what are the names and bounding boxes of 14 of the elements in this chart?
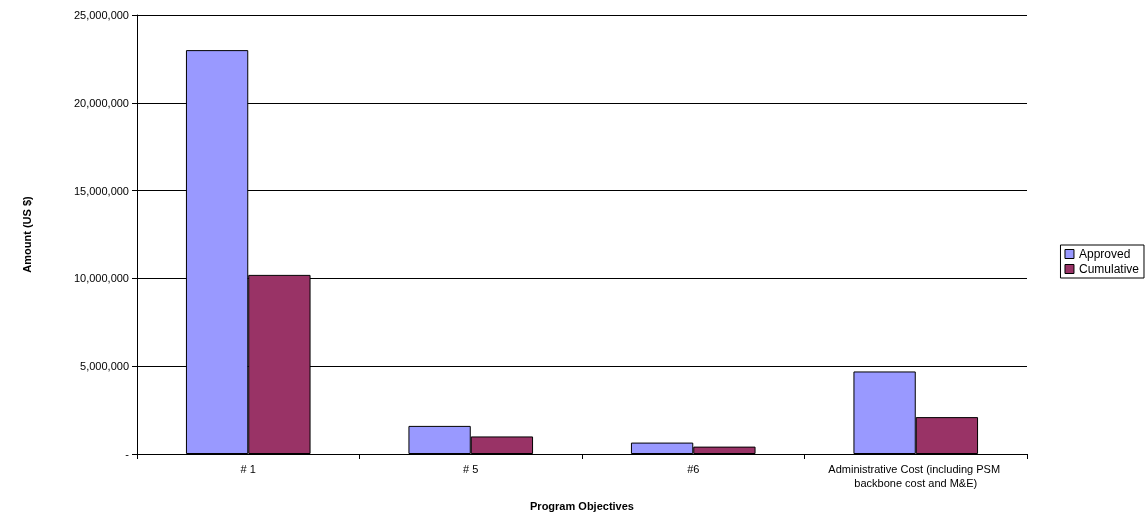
y-tick-label: 20,000,000 [73, 96, 129, 109]
x-axis-title: Program Objectives [530, 499, 634, 512]
y-tick-label: 25,000,000 [73, 9, 129, 21]
x-tick-label: #6 [687, 463, 700, 475]
y-tick-label: 15,000,000 [73, 184, 129, 197]
x-tick-label: # 1 [240, 463, 256, 475]
legend-label: Cumulative [1078, 262, 1140, 276]
y-tick-label: 10,000,000 [73, 272, 129, 285]
y-tick-label: - [125, 448, 130, 460]
legend-label: Approved [1078, 247, 1131, 261]
x-tick-label: # 5 [463, 463, 479, 475]
y-tick-label: 5,000,000 [80, 360, 129, 373]
y-axis-title: Amount (US $) [20, 195, 33, 273]
x-tick-label: Administrative Cost (including PSM backbone cost and M&E) [828, 463, 1004, 489]
